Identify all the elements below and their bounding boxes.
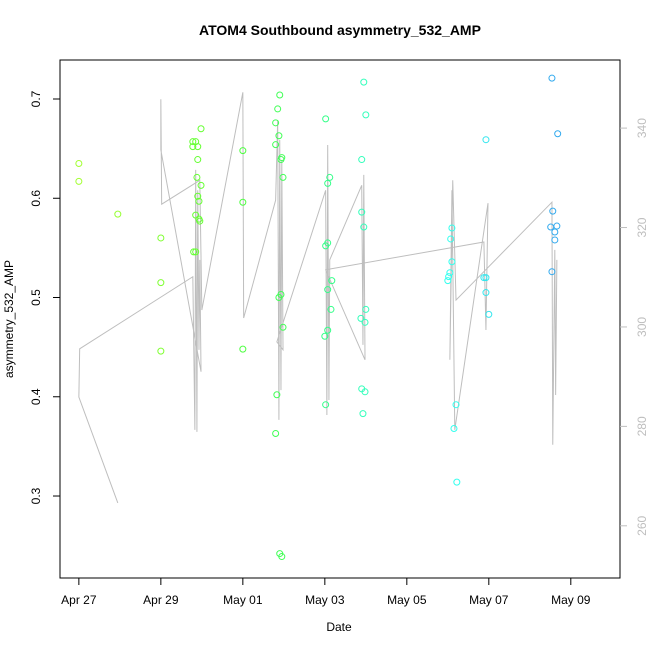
point — [358, 156, 366, 164]
point — [548, 268, 556, 276]
point — [322, 115, 330, 123]
point — [321, 332, 329, 340]
point — [480, 274, 488, 282]
point — [328, 277, 336, 285]
point — [448, 224, 456, 232]
point — [194, 156, 202, 164]
point — [548, 74, 556, 82]
point — [279, 323, 287, 331]
y-axis-label: asymmetry_532_AMP — [2, 260, 16, 378]
point — [239, 345, 247, 353]
point — [189, 138, 197, 146]
chart-title: ATOM4 Southbound asymmetry_532_AMP — [199, 22, 481, 38]
point — [549, 207, 557, 215]
point — [272, 141, 280, 149]
point — [482, 274, 490, 282]
point — [326, 173, 334, 181]
point — [324, 179, 332, 187]
point — [453, 478, 461, 486]
point — [194, 192, 202, 200]
plot-frame — [59, 59, 621, 579]
point — [239, 147, 247, 155]
point — [195, 197, 203, 205]
point — [327, 305, 335, 313]
point — [362, 305, 370, 313]
y-tick-label: 0.4 — [29, 388, 43, 405]
point — [324, 326, 332, 334]
point — [485, 310, 493, 318]
x-tick-label: May 03 — [305, 593, 345, 607]
point — [551, 236, 559, 244]
point — [482, 289, 490, 297]
point — [278, 553, 286, 561]
point — [197, 125, 205, 133]
point — [275, 294, 283, 302]
point — [322, 401, 330, 409]
point — [189, 143, 197, 151]
point — [194, 143, 202, 151]
point — [157, 279, 165, 287]
point — [272, 119, 280, 127]
y-tick-label: 0.5 — [29, 289, 43, 306]
y2-tick-label: 320 — [635, 217, 649, 237]
point — [279, 173, 287, 181]
point — [553, 222, 561, 230]
y-tick-label: 0.3 — [29, 487, 43, 504]
point — [361, 318, 369, 326]
x-axis-label: Date — [326, 620, 352, 634]
y2-tick-label: 280 — [635, 416, 649, 436]
x-tick-label: May 01 — [223, 593, 263, 607]
x-tick-label: Apr 29 — [143, 593, 179, 607]
point — [361, 388, 369, 396]
y-tick-label: 0.7 — [29, 90, 43, 107]
point — [322, 242, 330, 250]
point — [551, 228, 559, 236]
point — [192, 248, 200, 256]
point — [75, 177, 83, 185]
point — [554, 130, 562, 138]
point — [362, 111, 370, 119]
point — [275, 132, 283, 140]
y2-tick-label: 260 — [635, 515, 649, 535]
point — [324, 286, 332, 294]
point — [276, 91, 284, 99]
y-tick-label: 0.6 — [29, 190, 43, 207]
point — [448, 258, 456, 266]
point — [239, 198, 247, 206]
point — [190, 248, 198, 256]
point — [193, 173, 201, 181]
point — [196, 217, 204, 225]
point — [277, 156, 285, 164]
point — [444, 277, 452, 285]
x-tick-label: May 07 — [469, 593, 509, 607]
point — [452, 401, 460, 409]
point — [447, 235, 455, 243]
point — [197, 181, 205, 189]
point — [274, 105, 282, 113]
point — [445, 273, 453, 281]
point — [357, 314, 365, 322]
point — [272, 429, 280, 437]
point — [482, 136, 490, 144]
y2-tick-label: 300 — [635, 317, 649, 337]
point — [450, 425, 458, 433]
point — [359, 410, 367, 418]
point — [360, 223, 368, 231]
x-tick-label: Apr 27 — [61, 593, 97, 607]
point — [273, 391, 281, 399]
x-tick-label: May 05 — [387, 593, 427, 607]
point — [157, 347, 165, 355]
point — [75, 160, 83, 168]
point — [360, 78, 368, 86]
x-tick-label: May 09 — [551, 593, 591, 607]
point — [114, 210, 122, 218]
point — [446, 269, 454, 277]
point — [157, 234, 165, 242]
y2-tick-label: 340 — [635, 118, 649, 138]
point — [358, 208, 366, 216]
